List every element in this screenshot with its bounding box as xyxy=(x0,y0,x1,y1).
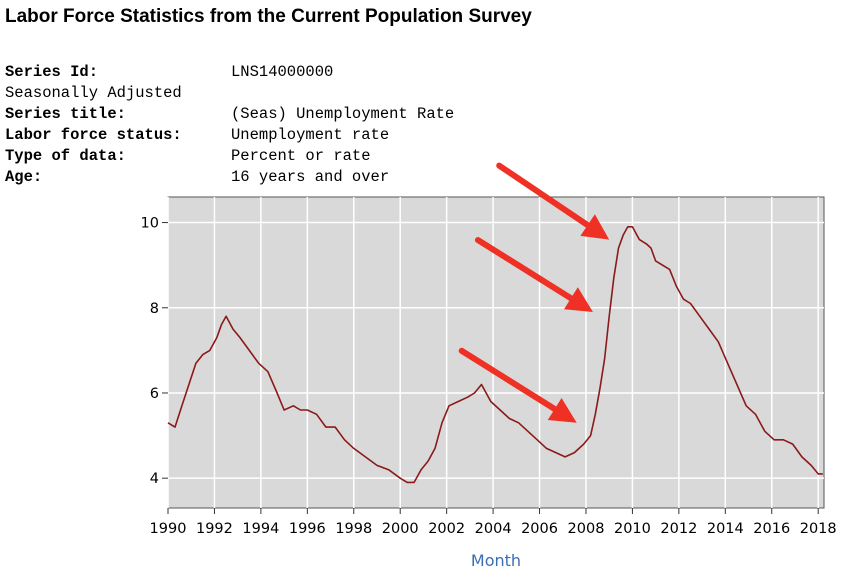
series-title-row: Series title: (Seas) Unemployment Rate xyxy=(5,104,454,125)
red-arrow xyxy=(496,162,610,240)
unemployment-rate-line xyxy=(167,226,823,484)
x-tick-label: 2008 xyxy=(568,521,605,537)
grid-vertical xyxy=(167,197,819,508)
x-tick-label: 1998 xyxy=(335,521,372,537)
x-axis-ticks: 1990 1992 1994 1996 1998 2000 2002 2004 2006 2008… xyxy=(150,508,837,537)
age-value: 16 years and over xyxy=(231,168,390,186)
x-tick-label: 1996 xyxy=(289,521,326,537)
labor-force-status-value: Unemployment rate xyxy=(231,126,390,144)
series-id-row: Series Id: LNS14000000 xyxy=(5,62,454,83)
y-tick-label: 8 xyxy=(150,301,159,317)
y-axis-ticks: 4 6 8 10 xyxy=(141,216,168,487)
x-tick-label: 2018 xyxy=(800,521,837,537)
arrow-shaft xyxy=(496,162,593,230)
red-arrow xyxy=(474,237,593,313)
series-id-label: Series Id: xyxy=(5,63,99,81)
y-tick-label: 4 xyxy=(150,471,159,487)
arrow-head xyxy=(580,214,610,240)
type-of-data-value: Percent or rate xyxy=(231,147,371,165)
series-id-value: LNS14000000 xyxy=(231,63,334,81)
x-tick-label: 1990 xyxy=(150,521,187,537)
x-tick-label: 1994 xyxy=(242,521,279,537)
labor-force-status-row: Labor force status: Unemployment rate xyxy=(5,125,454,146)
y-tick-label: 6 xyxy=(150,386,159,402)
x-tick-label: 2016 xyxy=(753,521,790,537)
red-arrow xyxy=(458,347,577,423)
arrow-head xyxy=(547,397,577,423)
arrow-head xyxy=(564,287,593,313)
x-tick-label: 2000 xyxy=(382,521,419,537)
seasonally-adjusted-row: Seasonally Adjusted xyxy=(5,83,454,104)
x-tick-label: 1992 xyxy=(196,521,233,537)
arrow-shaft xyxy=(474,237,576,303)
x-tick-label: 2004 xyxy=(475,521,512,537)
annotation-arrows xyxy=(458,162,610,423)
x-tick-label: 2012 xyxy=(660,521,697,537)
page-title: Labor Force Statistics from the Current … xyxy=(5,6,532,27)
x-tick-label: 2006 xyxy=(521,521,558,537)
series-title-value: (Seas) Unemployment Rate xyxy=(231,105,455,123)
grid-horizontal xyxy=(168,221,824,479)
series-metadata: Series Id: LNS14000000 Seasonally Adjuste… xyxy=(5,62,454,188)
labor-force-status-label: Labor force status: xyxy=(5,126,182,144)
y-tick-label: 10 xyxy=(141,216,159,232)
type-of-data-row: Type of data: Percent or rate xyxy=(5,146,454,167)
x-tick-label: 2010 xyxy=(614,521,651,537)
seasonally-adjusted-label: Seasonally Adjusted xyxy=(5,84,182,102)
arrow-shaft xyxy=(458,347,560,414)
x-axis-title: Month xyxy=(471,551,521,570)
x-tick-label: 2002 xyxy=(428,521,465,537)
x-tick-label: 2014 xyxy=(707,521,744,537)
age-label: Age: xyxy=(5,168,43,186)
type-of-data-label: Type of data: xyxy=(5,147,126,165)
series-title-label: Series title: xyxy=(5,105,126,123)
age-row: Age: 16 years and over xyxy=(5,167,454,188)
